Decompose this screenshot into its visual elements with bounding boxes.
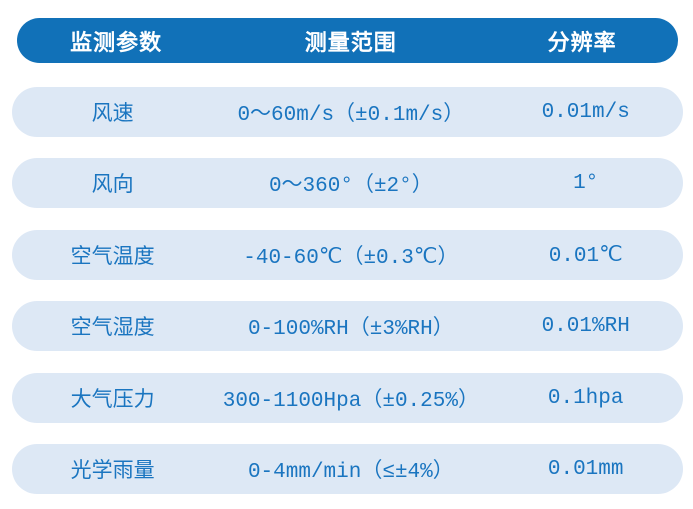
resolution-cell: 0.1hpa [547,386,624,410]
column-header-parameter: 监测参数 [70,31,163,57]
parameter-cell: 大气压力 [70,390,155,413]
table-row-optical-rainfall: 光学雨量 0-4mm/min（≤±4%） 0.01mm [12,444,683,494]
table-header-row: 监测参数 测量范围 分辨率 [17,18,678,63]
table-row-air-temperature: 空气温度 -40-60℃（±0.3℃） 0.01℃ [12,230,683,280]
column-header-resolution: 分辨率 [547,31,617,57]
table-row-air-pressure: 大气压力 300-1100Hpa（±0.25%） 0.1hpa [12,373,683,423]
table-row-air-humidity: 空气湿度 0-100%RH（±3%RH） 0.01%RH [12,301,683,351]
parameter-cell: 空气湿度 [70,318,155,341]
resolution-cell: 0.01mm [547,457,624,481]
range-cell: 0-4mm/min（≤±4%） [247,461,454,484]
table-row-wind-speed: 风速 0～60m/s（±0.1m/s） 0.01m/s [12,87,683,137]
parameter-cell: 空气温度 [70,247,155,270]
resolution-cell: 0.01℃ [548,245,623,268]
parameter-cell: 光学雨量 [70,461,155,484]
range-cell: 0～60m/s（±0.1m/s） [237,104,465,127]
parameter-cell: 风速 [91,104,134,127]
range-cell: -40-60℃（±0.3℃） [243,247,459,270]
column-header-range: 测量范围 [304,31,397,57]
resolution-cell: 0.01%RH [541,314,630,338]
range-cell: 0～360°（±2°） [268,175,433,198]
table-row-wind-direction: 风向 0～360°（±2°） 1° [12,158,683,208]
resolution-cell: 0.01m/s [541,100,630,124]
parameter-cell: 风向 [91,175,134,198]
range-cell: 0-100%RH（±3%RH） [247,318,454,341]
range-cell: 300-1100Hpa（±0.25%） [222,390,479,413]
resolution-cell: 1° [573,171,599,195]
